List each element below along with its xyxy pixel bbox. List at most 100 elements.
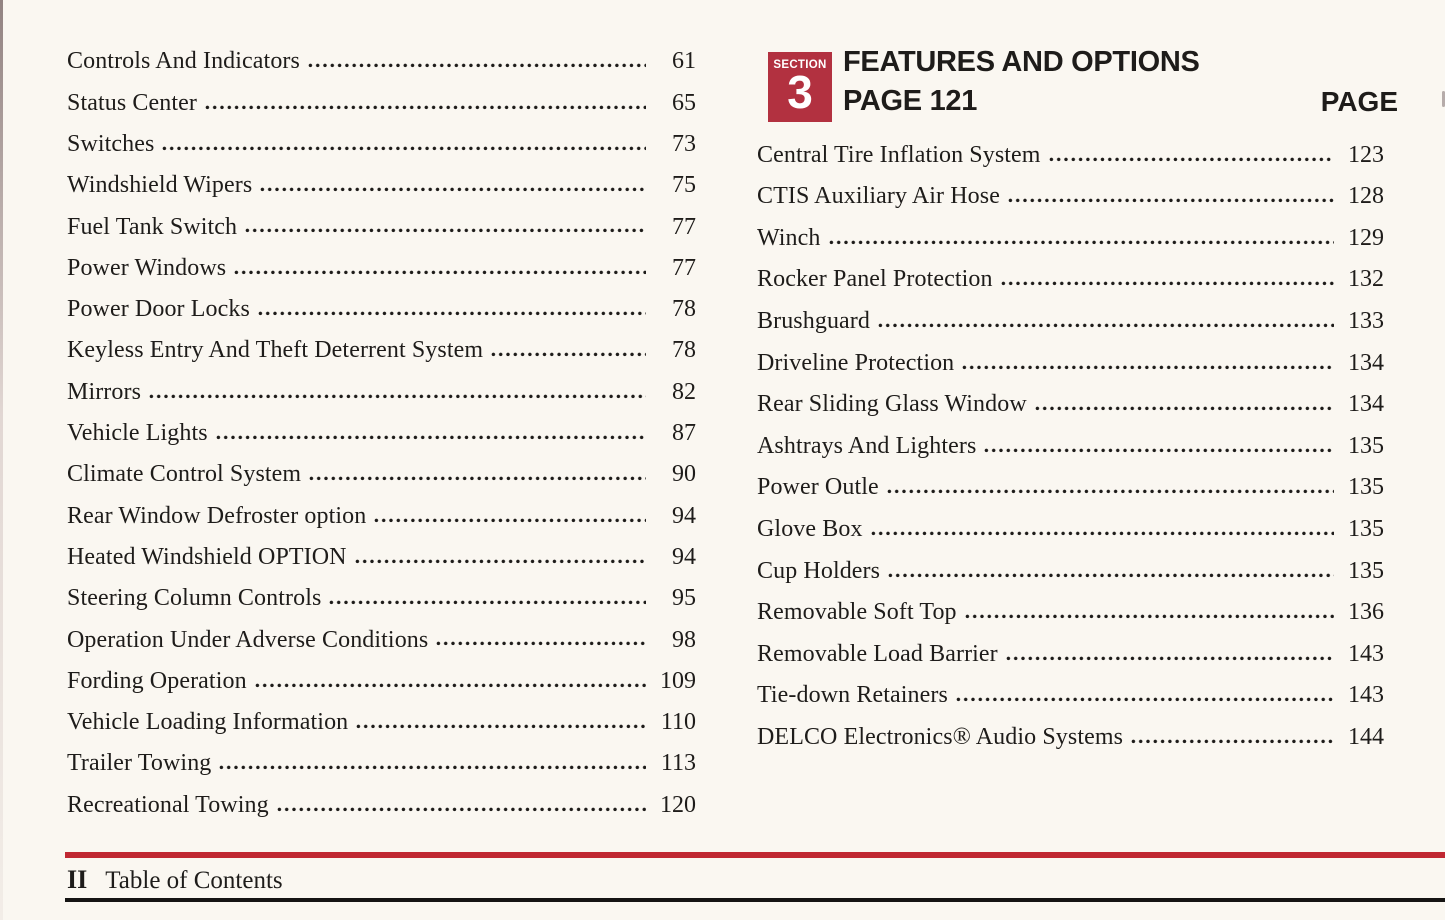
toc-entry-page: 134 (1348, 349, 1384, 376)
toc-entry: Windshield Wipers 75 (67, 158, 696, 199)
dot-leader (354, 558, 646, 564)
dot-leader (870, 530, 1334, 536)
toc-entry-title: Keyless Entry And Theft Deterrent System (67, 337, 484, 364)
toc-entry: Mirrors 82 (67, 364, 696, 405)
toc-entry-page: 61 (672, 48, 696, 75)
toc-entry-title: Climate Control System (67, 461, 302, 488)
toc-entry-title: Vehicle Loading Information (67, 709, 349, 736)
dot-leader (436, 641, 646, 647)
toc-entry: Brushguard 133 (757, 293, 1384, 335)
toc-entry-title: Cup Holders (757, 557, 881, 584)
section-title: FEATURES AND OPTIONS (843, 46, 1200, 78)
toc-entry-title: Tie-down Retainers (757, 682, 948, 709)
toc-entry-page: 144 (1348, 724, 1384, 750)
toc-entry: Glove Box 135 (757, 501, 1384, 543)
toc-entry-title: Switches (67, 130, 155, 157)
dot-leader (877, 322, 1334, 328)
toc-entry-title: DELCO Electronics® Audio Systems (757, 724, 1124, 750)
toc-entry: Vehicle Lights 87 (67, 406, 696, 447)
toc-entry-title: Steering Column Controls (67, 585, 322, 612)
toc-entry-title: Rear Window Defroster option (67, 502, 367, 529)
toc-entry-title: Controls And Indicators (67, 48, 300, 75)
toc-entry: Fording Operation 109 (67, 653, 696, 694)
toc-entry: Power Windows 77 (67, 240, 696, 281)
toc-entry: Ashtrays And Lighters 135 (757, 418, 1384, 460)
toc-entry-page: 94 (672, 543, 696, 570)
section-badge-label: SECTION (773, 59, 827, 71)
toc-entry: Status Center 65 (67, 75, 696, 116)
toc-entry-page: 87 (672, 420, 696, 447)
toc-entry-page: 65 (672, 89, 696, 116)
toc-entry-title: Status Center (67, 89, 197, 116)
toc-entry: Cup Holders 135 (757, 543, 1384, 585)
dot-leader (245, 228, 646, 234)
toc-entry-title: Windshield Wipers (67, 172, 253, 199)
section-start-page: PAGE 121 (843, 85, 978, 117)
toc-entry-page: 143 (1348, 640, 1384, 667)
dot-leader (1048, 156, 1334, 162)
section-badge-number: 3 (787, 66, 813, 118)
dot-leader (204, 104, 646, 110)
toc-entry-page: 73 (672, 130, 696, 157)
toc-entry: Rear Window Defroster option 94 (67, 488, 696, 529)
toc-entry: CTIS Auxiliary Air Hose 128 (757, 169, 1384, 211)
toc-entry-title: Winch (757, 224, 821, 251)
dot-leader (219, 765, 646, 771)
toc-entry-title: Operation Under Adverse Conditions (67, 626, 429, 653)
toc-entry-title: Brushguard (757, 308, 870, 335)
footer-black-rule (65, 898, 1445, 902)
toc-entry-page: 143 (1348, 682, 1384, 709)
toc-entry-title: Vehicle Lights (67, 420, 208, 447)
toc-entry-page: 135 (1348, 557, 1384, 584)
toc-entry: Central Tire Inflation System 123 (757, 127, 1384, 169)
toc-entry: Climate Control System 90 (67, 447, 696, 488)
toc-entry-title: CTIS Auxiliary Air Hose (757, 183, 1000, 210)
footer: II Table of Contents (67, 865, 283, 895)
toc-entry: Rear Sliding Glass Window 134 (757, 377, 1384, 419)
toc-entry-title: Driveline Protection (757, 349, 955, 376)
toc-left-column: Controls And Indicators 61 Status Center 65… (67, 34, 696, 819)
scan-artifact-mark (1442, 91, 1445, 107)
page-column-header: PAGE (1320, 86, 1398, 117)
dot-leader (1000, 281, 1334, 287)
toc-entry-page: 78 (672, 296, 696, 323)
toc-entry-title: Fording Operation (67, 667, 247, 694)
toc-entry: Vehicle Loading Information 110 (67, 695, 696, 736)
dot-leader (234, 269, 646, 275)
toc-entry-page: 77 (672, 254, 696, 281)
toc-entry-page: 128 (1348, 183, 1384, 210)
dot-leader (491, 352, 646, 358)
toc-entry-page: 132 (1348, 266, 1384, 293)
toc-entry-page: 82 (672, 378, 696, 405)
toc-entry: Removable Soft Top 136 (757, 585, 1384, 627)
toc-entry-title: Power Door Locks (67, 296, 250, 323)
dot-leader (1005, 655, 1334, 661)
toc-entry: Switches 73 (67, 117, 696, 158)
toc-entry-page: 136 (1348, 599, 1384, 626)
toc-entry-page: 123 (1348, 141, 1384, 168)
dot-leader (1007, 198, 1334, 204)
toc-entry-title: Power Windows (67, 254, 227, 281)
dot-leader (955, 697, 1334, 703)
toc-entry-title: Central Tire Inflation System (757, 141, 1041, 168)
toc-entry: Removable Load Barrier 143 (757, 626, 1384, 668)
dot-leader (962, 364, 1334, 370)
toc-entry: Operation Under Adverse Conditions 98 (67, 612, 696, 653)
dot-leader (215, 434, 646, 440)
toc-entry: Recreational Towing 120 (67, 777, 696, 818)
dot-leader (964, 614, 1334, 620)
toc-right-column: Central Tire Inflation System 123 CTIS Aux… (757, 127, 1384, 751)
toc-entry-page: 110 (660, 709, 696, 736)
dot-leader (886, 489, 1334, 495)
dot-leader (888, 572, 1334, 578)
toc-entry-title: Removable Load Barrier (757, 640, 998, 667)
dot-leader (1131, 738, 1334, 744)
toc-entry-title: Trailer Towing (67, 750, 212, 777)
footer-title: Table of Contents (105, 867, 283, 894)
dot-leader (309, 476, 646, 482)
dot-leader (307, 63, 646, 69)
toc-entry: Winch 129 (757, 210, 1384, 252)
toc-entry-page: 129 (1348, 224, 1384, 251)
toc-entry-title: Rear Sliding Glass Window (757, 391, 1027, 418)
toc-entry: Trailer Towing 113 (67, 736, 696, 777)
